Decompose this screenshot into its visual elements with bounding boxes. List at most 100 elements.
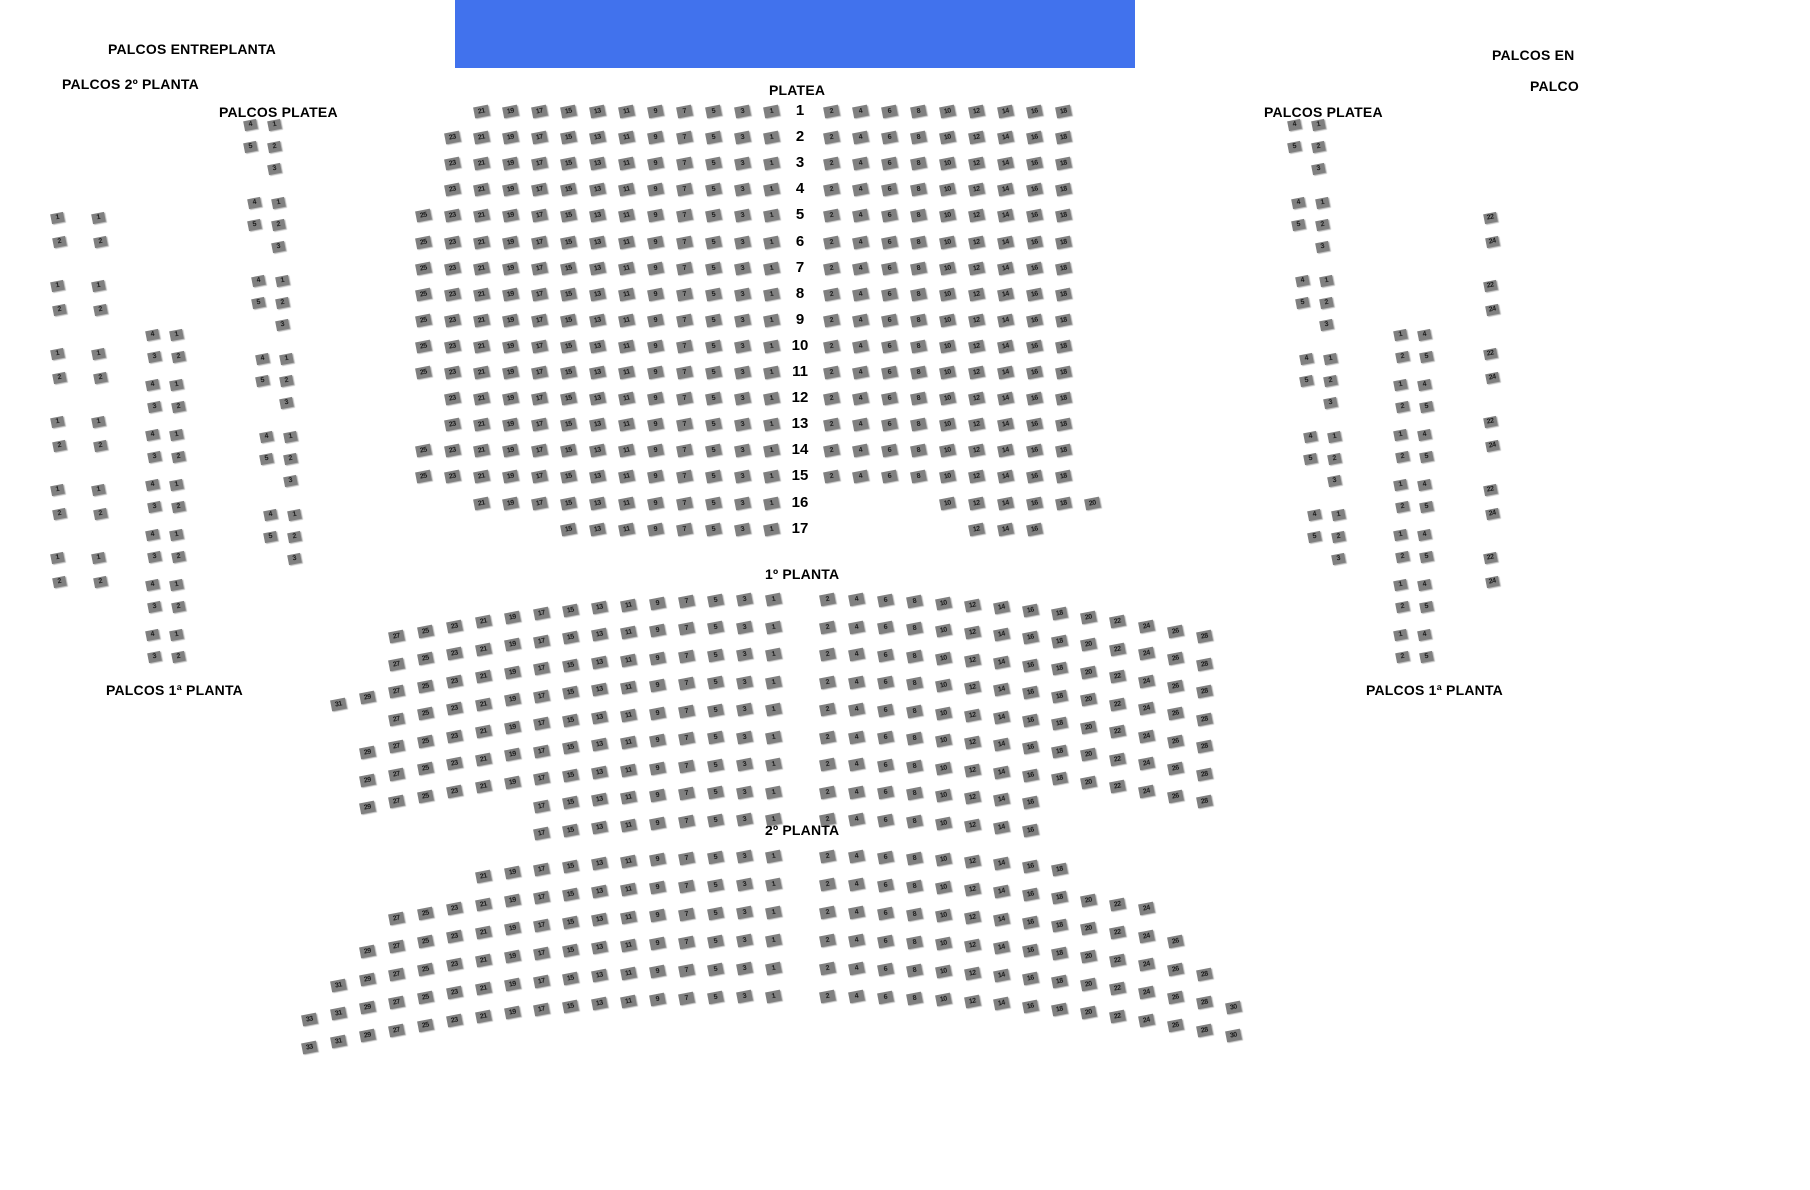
platea-seat-r2-s17[interactable]: 17 xyxy=(531,130,548,145)
platea-seat-r8-s18[interactable]: 18 xyxy=(1055,287,1072,302)
platea-seat-r7-s1[interactable]: 1 xyxy=(763,261,780,275)
platea-seat-r4-s10[interactable]: 10 xyxy=(939,182,956,197)
platea-seat-r1-s1[interactable]: 1 xyxy=(763,104,780,119)
planta2-seat-r6-s12[interactable]: 12 xyxy=(964,994,981,1009)
platea-seat-r15-s13[interactable]: 13 xyxy=(589,470,606,484)
planta2-seat-r1-s21[interactable]: 21 xyxy=(475,869,492,884)
platea-seat-r15-s7[interactable]: 7 xyxy=(676,470,693,484)
planta1-seat-r5-s26[interactable]: 26 xyxy=(1167,734,1184,749)
planta2-seat-r3-s5[interactable]: 5 xyxy=(707,906,724,921)
planta2-seat-r3-s13[interactable]: 13 xyxy=(591,912,608,927)
left_platea-box3-seat2[interactable]: 2 xyxy=(275,296,290,310)
planta2-seat-r3-s20[interactable]: 20 xyxy=(1080,921,1097,936)
planta2-seat-r3-s12[interactable]: 12 xyxy=(964,910,981,925)
planta1-seat-r7-s21[interactable]: 21 xyxy=(475,779,492,794)
planta1-seat-r5-s20[interactable]: 20 xyxy=(1080,720,1097,735)
platea-seat-r15-s18[interactable]: 18 xyxy=(1055,470,1072,484)
planta1-seat-r1-s27[interactable]: 27 xyxy=(388,629,405,644)
planta1-seat-r1-s23[interactable]: 23 xyxy=(446,619,463,633)
left_platea-box1-seat5[interactable]: 5 xyxy=(243,140,258,154)
left_1planta-box2-seat2[interactable]: 2 xyxy=(171,400,186,414)
platea-seat-r8-s10[interactable]: 10 xyxy=(939,287,956,302)
platea-seat-r11-s6[interactable]: 6 xyxy=(881,365,898,380)
platea-seat-r11-s9[interactable]: 9 xyxy=(647,365,664,380)
planta2-seat-r4-s18[interactable]: 18 xyxy=(1051,946,1068,961)
platea-seat-r1-s8[interactable]: 8 xyxy=(910,104,927,119)
platea-seat-r9-s5[interactable]: 5 xyxy=(705,313,722,328)
planta1-seat-r3-s17[interactable]: 17 xyxy=(533,661,550,676)
planta1-seat-r6-s8[interactable]: 8 xyxy=(906,732,923,746)
planta1-seat-r8-s1[interactable]: 1 xyxy=(765,785,782,799)
planta1-seat-r1-s18[interactable]: 18 xyxy=(1051,606,1068,621)
platea-seat-r1-s15[interactable]: 15 xyxy=(560,104,577,119)
left_entreplanta-box3-seat1[interactable]: 1 xyxy=(50,347,65,361)
planta1-seat-r7-s17[interactable]: 17 xyxy=(533,771,550,786)
planta2-seat-r3-s4[interactable]: 4 xyxy=(848,905,865,920)
platea-seat-r10-s14[interactable]: 14 xyxy=(997,339,1014,354)
platea-seat-r7-s17[interactable]: 17 xyxy=(531,261,548,275)
platea-seat-r17-s5[interactable]: 5 xyxy=(705,522,722,536)
platea-seat-r13-s9[interactable]: 9 xyxy=(647,417,664,432)
platea-seat-r13-s3[interactable]: 3 xyxy=(734,417,751,432)
planta1-seat-r5-s14[interactable]: 14 xyxy=(993,710,1010,725)
platea-seat-r14-s18[interactable]: 18 xyxy=(1055,443,1072,458)
planta1-seat-r6-s19[interactable]: 19 xyxy=(504,747,521,762)
platea-seat-r15-s6[interactable]: 6 xyxy=(881,470,898,484)
planta1-seat-r3-s15[interactable]: 15 xyxy=(562,658,579,673)
planta2-seat-r3-s29[interactable]: 29 xyxy=(359,944,376,959)
platea-seat-r2-s9[interactable]: 9 xyxy=(647,130,664,145)
planta1-seat-r6-s25[interactable]: 25 xyxy=(417,761,434,776)
platea-seat-r12-s12[interactable]: 12 xyxy=(968,391,985,406)
platea-seat-r8-s8[interactable]: 8 xyxy=(910,287,927,302)
right_1planta-box1-seat2[interactable]: 2 xyxy=(1395,350,1410,364)
planta2-seat-r1-s12[interactable]: 12 xyxy=(964,854,981,869)
platea-seat-r8-s1[interactable]: 1 xyxy=(763,287,780,302)
platea-seat-r12-s21[interactable]: 21 xyxy=(473,391,490,406)
planta2-seat-r4-s2[interactable]: 2 xyxy=(819,933,836,948)
platea-seat-r5-s3[interactable]: 3 xyxy=(734,209,751,223)
planta2-seat-r5-s19[interactable]: 19 xyxy=(504,977,521,992)
platea-seat-r5-s16[interactable]: 16 xyxy=(1026,209,1043,223)
platea-seat-r15-s8[interactable]: 8 xyxy=(910,470,927,484)
left_2planta-box2-seat2[interactable]: 2 xyxy=(93,303,108,317)
platea-seat-r10-s18[interactable]: 18 xyxy=(1055,339,1072,354)
planta2-seat-r1-s5[interactable]: 5 xyxy=(707,850,724,865)
platea-seat-r9-s4[interactable]: 4 xyxy=(852,313,869,328)
platea-seat-r4-s21[interactable]: 21 xyxy=(473,182,490,197)
platea-seat-r10-s15[interactable]: 15 xyxy=(560,339,577,354)
platea-seat-r14-s8[interactable]: 8 xyxy=(910,443,927,458)
left_entreplanta-box5-seat2[interactable]: 2 xyxy=(52,507,67,521)
planta1-seat-r4-s17[interactable]: 17 xyxy=(533,689,550,703)
platea-seat-r13-s17[interactable]: 17 xyxy=(531,417,548,432)
left_1planta-box1-seat2[interactable]: 2 xyxy=(171,350,186,364)
planta1-seat-r1-s13[interactable]: 13 xyxy=(591,600,608,615)
platea-seat-r9-s3[interactable]: 3 xyxy=(734,313,751,328)
platea-seat-r12-s8[interactable]: 8 xyxy=(910,391,927,406)
platea-seat-r2-s11[interactable]: 11 xyxy=(618,130,635,145)
platea-seat-r3-s12[interactable]: 12 xyxy=(968,156,985,171)
platea-seat-r2-s3[interactable]: 3 xyxy=(734,130,751,145)
platea-seat-r1-s3[interactable]: 3 xyxy=(734,104,751,119)
platea-seat-r8-s7[interactable]: 7 xyxy=(676,287,693,302)
right_platea-box6-seat4[interactable]: 4 xyxy=(1307,508,1322,522)
right_1planta-box5-seat2[interactable]: 2 xyxy=(1395,550,1410,564)
planta1-seat-r1-s2[interactable]: 2 xyxy=(819,592,836,607)
platea-seat-r10-s25[interactable]: 25 xyxy=(415,339,432,354)
planta2-seat-r3-s6[interactable]: 6 xyxy=(877,906,894,921)
platea-seat-r12-s18[interactable]: 18 xyxy=(1055,391,1072,406)
platea-seat-r11-s19[interactable]: 19 xyxy=(502,365,519,380)
planta1-seat-r5-s15[interactable]: 15 xyxy=(562,713,579,728)
platea-seat-r3-s10[interactable]: 10 xyxy=(939,156,956,171)
planta2-seat-r4-s23[interactable]: 23 xyxy=(446,957,463,972)
right_1planta-box4-seat4[interactable]: 4 xyxy=(1417,478,1432,492)
planta1-seat-r3-s19[interactable]: 19 xyxy=(504,665,521,680)
planta1-seat-r5-s1[interactable]: 1 xyxy=(765,702,782,717)
platea-seat-r8-s12[interactable]: 12 xyxy=(968,287,985,302)
platea-seat-r9-s10[interactable]: 10 xyxy=(939,313,956,328)
platea-seat-r2-s21[interactable]: 21 xyxy=(473,130,490,145)
platea-seat-r8-s21[interactable]: 21 xyxy=(473,287,490,302)
right_platea-box3-seat4[interactable]: 4 xyxy=(1295,274,1310,288)
platea-seat-r5-s25[interactable]: 25 xyxy=(415,209,432,223)
platea-seat-r5-s10[interactable]: 10 xyxy=(939,209,956,223)
platea-seat-r8-s6[interactable]: 6 xyxy=(881,287,898,302)
